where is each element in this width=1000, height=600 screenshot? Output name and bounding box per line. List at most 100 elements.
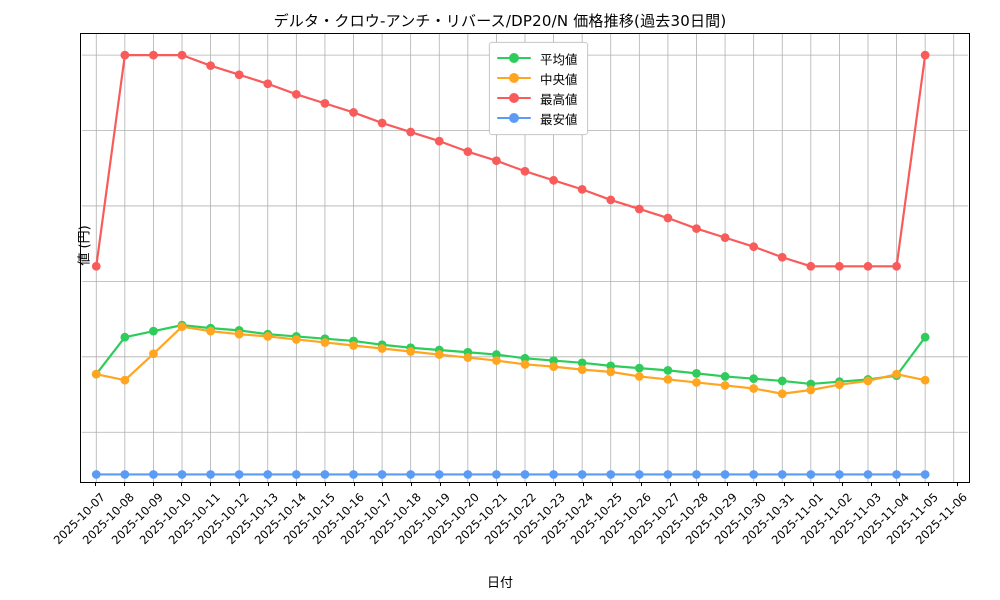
- data-point: [263, 470, 273, 479]
- data-point: [234, 329, 244, 339]
- data-point: [177, 50, 187, 60]
- data-point: [720, 233, 730, 243]
- legend-item[interactable]: 中央値: [497, 68, 578, 88]
- x-tick-mark: [95, 482, 97, 486]
- data-point: [777, 376, 787, 386]
- chart-title: デルタ・クロウ-アンチ・リバース/DP20/N 価格推移(過去30日間): [273, 12, 727, 30]
- data-point: [549, 362, 558, 371]
- x-tick-mark: [899, 482, 901, 486]
- legend-label: 最安値: [540, 111, 578, 127]
- data-point: [920, 375, 930, 385]
- data-point: [463, 470, 473, 479]
- series-line: [95, 324, 927, 386]
- data-point: [863, 376, 873, 386]
- data-point: [377, 118, 387, 128]
- data-point: [320, 99, 330, 108]
- data-point: [749, 384, 759, 393]
- data-point: [492, 470, 501, 479]
- data-point: [120, 375, 130, 385]
- data-point: [263, 79, 273, 89]
- data-point: [520, 359, 530, 369]
- data-point: [606, 470, 616, 479]
- series-line: [95, 325, 927, 395]
- data-point: [120, 470, 130, 479]
- data-point: [434, 350, 444, 359]
- data-point: [634, 372, 644, 381]
- data-point: [206, 326, 215, 336]
- data-point: [520, 353, 530, 363]
- data-point: [634, 204, 644, 214]
- data-point: [634, 470, 644, 479]
- legend-label: 中央値: [540, 71, 578, 87]
- data-point: [291, 89, 301, 99]
- x-tick-mark: [583, 482, 585, 486]
- data-point: [720, 372, 730, 381]
- data-point: [377, 470, 387, 479]
- x-tick-mark: [784, 482, 786, 486]
- data-point: [892, 261, 901, 271]
- data-point: [549, 356, 558, 365]
- legend-swatch: [497, 91, 531, 105]
- y-axis-label: 値 (円): [77, 225, 93, 266]
- legend-item[interactable]: 最高値: [497, 88, 578, 108]
- data-point: [835, 380, 844, 390]
- data-point: [777, 389, 787, 399]
- data-point: [492, 356, 501, 365]
- legend-marker-icon: [509, 113, 519, 124]
- x-tick-labels: 2025-10-07 2025-10-08 2025-10-09 2025-10-10…: [51, 484, 970, 574]
- data-point: [149, 470, 158, 479]
- data-point: [206, 470, 215, 479]
- x-tick-mark: [526, 482, 527, 486]
- data-point: [234, 470, 244, 479]
- data-point: [520, 470, 530, 479]
- data-point: [520, 166, 530, 176]
- legend-item[interactable]: 平均値: [497, 48, 578, 68]
- data-point: [806, 261, 816, 271]
- legend-label: 平均値: [540, 51, 578, 67]
- data-point: [577, 470, 587, 479]
- data-point: [320, 470, 330, 479]
- data-point: [349, 470, 358, 479]
- data-point: [120, 50, 130, 60]
- x-tick-mark: [497, 482, 499, 486]
- data-point: [749, 470, 759, 479]
- data-point: [577, 365, 587, 375]
- x-tick-mark: [726, 482, 728, 486]
- data-point: [406, 470, 416, 479]
- data-point: [720, 470, 730, 479]
- data-point: [91, 470, 101, 479]
- data-point: [206, 61, 215, 71]
- data-point: [749, 242, 759, 252]
- x-tick-mark: [353, 482, 355, 486]
- data-point: [892, 369, 901, 379]
- data-point: [549, 175, 558, 185]
- legend-swatch: [497, 51, 531, 65]
- data-point: [663, 375, 673, 384]
- data-point: [463, 147, 473, 157]
- data-point: [91, 261, 101, 271]
- x-tick-mark: [238, 482, 240, 486]
- data-point: [234, 70, 244, 80]
- x-tick-mark: [640, 482, 642, 486]
- x-tick-mark: [296, 482, 298, 486]
- data-point: [492, 350, 501, 359]
- data-point: [549, 470, 558, 479]
- x-tick-mark: [870, 482, 872, 486]
- data-point: [692, 470, 701, 479]
- x-tick-mark: [439, 482, 441, 486]
- legend-item[interactable]: 最安値: [497, 108, 578, 128]
- data-point: [177, 470, 187, 479]
- data-point: [863, 470, 873, 479]
- data-point: [320, 338, 330, 347]
- x-tick-mark: [698, 482, 700, 486]
- data-point: [149, 50, 158, 60]
- data-point: [120, 332, 130, 342]
- x-tick-mark: [382, 482, 384, 486]
- data-point: [777, 470, 787, 479]
- data-point: [377, 344, 387, 353]
- data-point: [692, 378, 701, 387]
- chart-legend: 平均値中央値最高値最安値: [489, 42, 588, 135]
- legend-label: 最高値: [540, 91, 578, 107]
- x-tick-mark: [267, 482, 269, 486]
- data-point: [91, 369, 101, 379]
